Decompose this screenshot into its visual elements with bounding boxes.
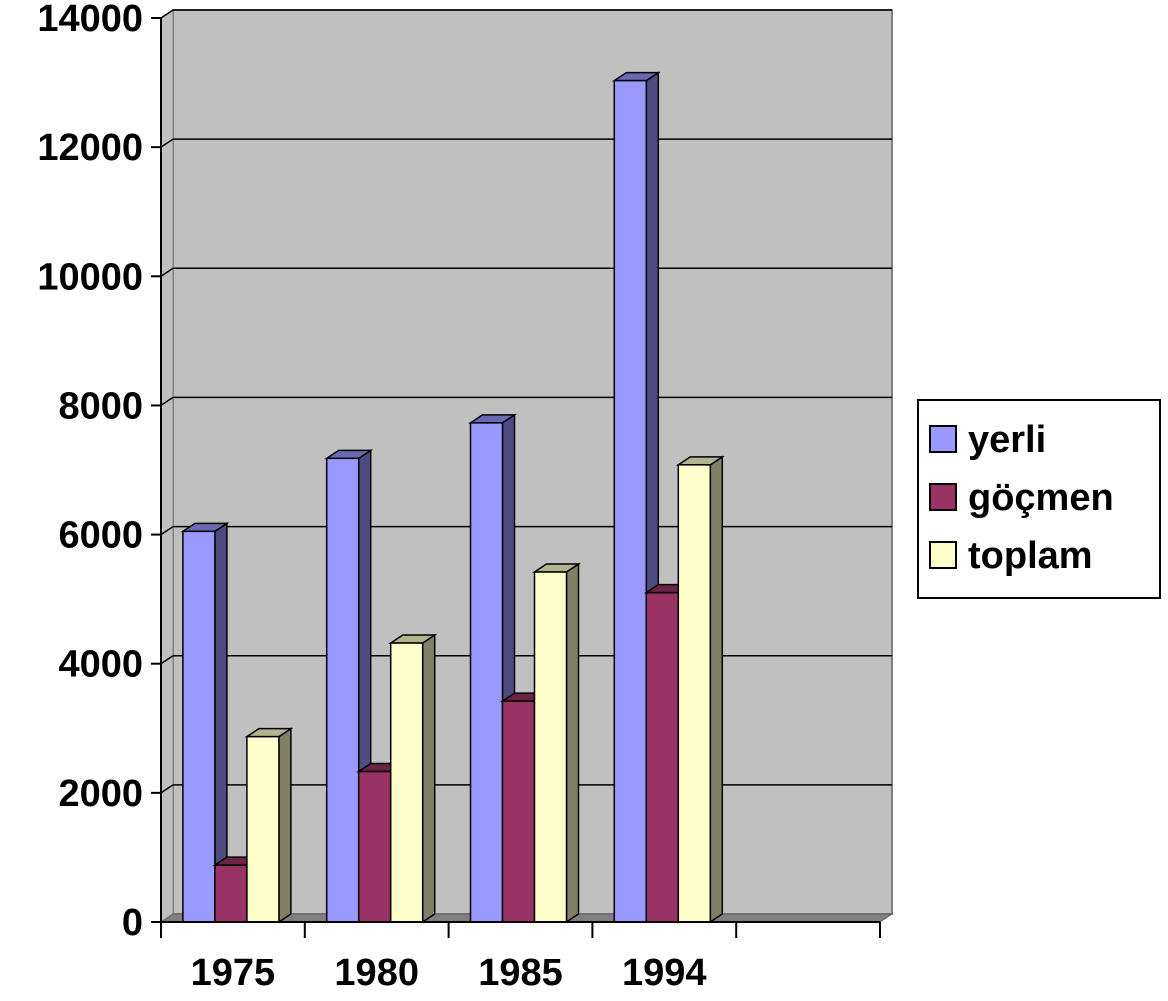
gridline-side	[160, 525, 174, 536]
bar-front	[357, 770, 392, 923]
bar-front	[246, 735, 280, 923]
y-tick-labels: 0 2000 4000 6000 8000 10000 12000 14000	[37, 0, 143, 944]
y-tick-label: 12000	[37, 127, 143, 169]
bar-front	[469, 422, 504, 923]
bar-toplam-1994	[675, 455, 725, 924]
y-tick-label: 6000	[58, 515, 143, 557]
y-tick-label: 8000	[58, 385, 143, 427]
bar-side	[709, 455, 724, 924]
gridline-side	[160, 267, 174, 277]
bar-side	[278, 727, 292, 924]
legend-item-göçmen: göçmen	[929, 477, 1114, 519]
x-tick-label: 1980	[334, 952, 419, 994]
x-tick-label: 1985	[478, 952, 563, 994]
legend-item-toplam: toplam	[929, 535, 1093, 577]
x-tick-label: 1994	[622, 952, 707, 994]
bar-front	[645, 591, 680, 923]
legend-label: göçmen	[968, 477, 1114, 519]
bar-front	[677, 464, 712, 923]
y-tick-label: 0	[122, 902, 143, 944]
bar-toplam-1975	[244, 727, 294, 924]
bar-front	[325, 457, 360, 923]
y-tick-label: 4000	[58, 644, 143, 686]
gridline-side	[160, 138, 174, 148]
y-tick-label: 10000	[37, 256, 143, 298]
gridline-side	[160, 784, 174, 794]
bar-toplam-1985	[532, 562, 581, 924]
bar-toplam-1980	[388, 633, 438, 924]
bar-yerli-1975	[180, 521, 230, 924]
gridline-side	[160, 9, 174, 19]
legend-swatch	[929, 541, 957, 569]
bar-front	[613, 79, 648, 923]
bar-front	[533, 571, 568, 923]
bar-front	[214, 864, 248, 923]
legend-label: yerli	[968, 419, 1046, 461]
bar-side	[565, 562, 580, 924]
legend-label: toplam	[968, 535, 1093, 577]
bar-front	[389, 642, 424, 923]
y-tick-label: 14000	[37, 0, 143, 40]
legend: yerli göçmen toplam	[917, 399, 1161, 599]
y-tick-label: 2000	[58, 773, 143, 815]
bars	[180, 71, 725, 924]
gridline-side	[160, 655, 174, 665]
bar-front	[182, 530, 216, 923]
x-tick-label: 1975	[191, 952, 276, 994]
x-tick-labels: 1975 1980 1985 1994	[191, 952, 707, 994]
legend-swatch	[929, 425, 957, 453]
bar-side	[421, 633, 436, 924]
gridline-side	[160, 396, 174, 407]
legend-box	[917, 399, 1161, 599]
axes	[151, 17, 881, 938]
legend-swatch	[929, 483, 957, 511]
bar-front	[501, 700, 536, 923]
legend-item-yerli: yerli	[929, 419, 1046, 461]
